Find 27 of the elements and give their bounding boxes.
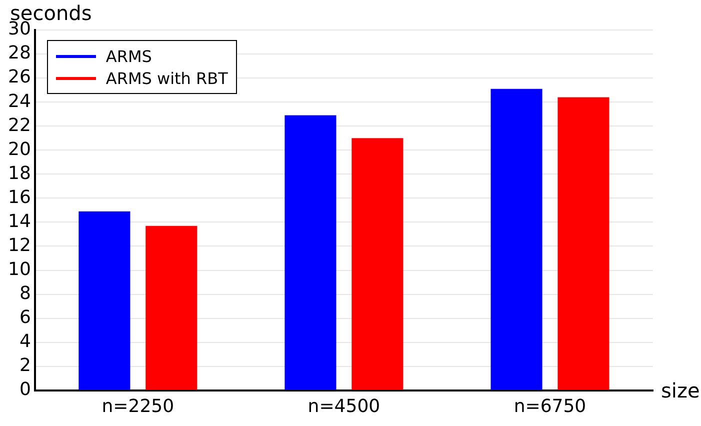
x-tick-label: n=4500 [308, 396, 380, 417]
x-axis-title: size [661, 378, 700, 403]
y-tick-label: 18 [8, 162, 31, 184]
y-tick-label: 26 [8, 66, 31, 88]
y-tick-label: 20 [8, 138, 31, 160]
legend-label: ARMS [106, 46, 152, 66]
bar [284, 115, 336, 390]
y-tick-label: 22 [8, 114, 31, 136]
bar [490, 88, 542, 390]
y-tick-label: 8 [19, 282, 31, 304]
bar [558, 97, 610, 390]
y-tick-label: 6 [19, 306, 31, 328]
y-tick-label: 28 [8, 42, 31, 64]
y-tick-label: 24 [8, 90, 31, 112]
y-tick-label: 4 [19, 331, 31, 352]
y-tick-label: 2 [19, 355, 31, 376]
y-tick-label: 0 [19, 379, 31, 400]
legend-label: ARMS with RBT [106, 68, 228, 88]
bar [78, 211, 130, 390]
bar [146, 226, 198, 390]
y-tick-label: 12 [8, 234, 31, 256]
y-tick-label: 16 [8, 186, 31, 208]
x-tick-label: n=6750 [514, 396, 586, 417]
bar [352, 138, 404, 390]
y-tick-label: 14 [8, 210, 31, 232]
x-tick-label: n=2250 [102, 396, 174, 417]
y-tick-label: 10 [8, 258, 31, 280]
